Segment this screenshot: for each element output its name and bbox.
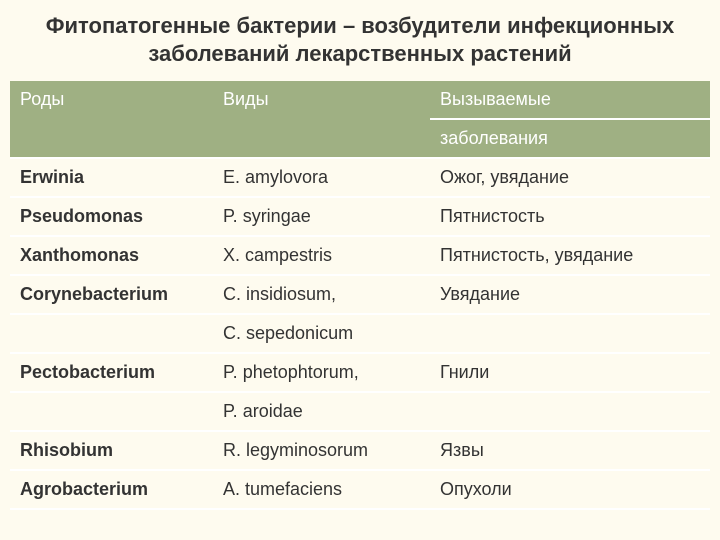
cell-genus: Pseudomonas: [10, 197, 213, 236]
cell-disease: Пятнистость: [430, 197, 710, 236]
cell-disease: Язвы: [430, 431, 710, 470]
cell-disease: [430, 314, 710, 353]
cell-disease: Опухоли: [430, 470, 710, 509]
header-genus: Роды: [10, 81, 213, 158]
cell-genus: [10, 314, 213, 353]
header-species: Виды: [213, 81, 430, 158]
cell-disease: Пятнистость, увядание: [430, 236, 710, 275]
cell-disease: Гнили: [430, 353, 710, 392]
page-title: Фитопатогенные бактерии – возбудители ин…: [10, 12, 710, 67]
cell-genus: Pectobacterium: [10, 353, 213, 392]
cell-genus: [10, 392, 213, 431]
cell-genus: Corynebacterium: [10, 275, 213, 314]
cell-genus: Erwinia: [10, 158, 213, 197]
cell-species: C. sepedonicum: [213, 314, 430, 353]
cell-genus: Xanthomonas: [10, 236, 213, 275]
cell-disease: Увядание: [430, 275, 710, 314]
header-disease-line2: заболевания: [430, 119, 710, 158]
cell-species: R. legyminosorum: [213, 431, 430, 470]
cell-disease: Ожог, увядание: [430, 158, 710, 197]
table-row: Pectobacterium P. phetophtorum, Гнили: [10, 353, 710, 392]
cell-genus: Rhisobium: [10, 431, 213, 470]
table-row: Agrobacterium A. tumefaciens Опухоли: [10, 470, 710, 509]
table-row: Pseudomonas P. syringae Пятнистость: [10, 197, 710, 236]
header-disease-line1: Вызываемые: [430, 81, 710, 119]
cell-species: P. phetophtorum,: [213, 353, 430, 392]
cell-disease: [430, 392, 710, 431]
cell-species: X. campestris: [213, 236, 430, 275]
cell-species: E. amylovora: [213, 158, 430, 197]
cell-genus: Agrobacterium: [10, 470, 213, 509]
header-row-1: Роды Виды Вызываемые: [10, 81, 710, 119]
table-row: Erwinia E. amylovora Ожог, увядание: [10, 158, 710, 197]
cell-species: C. insidiosum,: [213, 275, 430, 314]
table-row: Xanthomonas X. campestris Пятнистость, у…: [10, 236, 710, 275]
cell-species: P. aroidae: [213, 392, 430, 431]
table-row: P. aroidae: [10, 392, 710, 431]
table-row: Rhisobium R. legyminosorum Язвы: [10, 431, 710, 470]
cell-species: P. syringae: [213, 197, 430, 236]
bacteria-table: Роды Виды Вызываемые заболевания Erwinia…: [10, 81, 710, 510]
cell-species: A. tumefaciens: [213, 470, 430, 509]
table-row: C. sepedonicum: [10, 314, 710, 353]
table-row: Corynebacterium C. insidiosum, Увядание: [10, 275, 710, 314]
